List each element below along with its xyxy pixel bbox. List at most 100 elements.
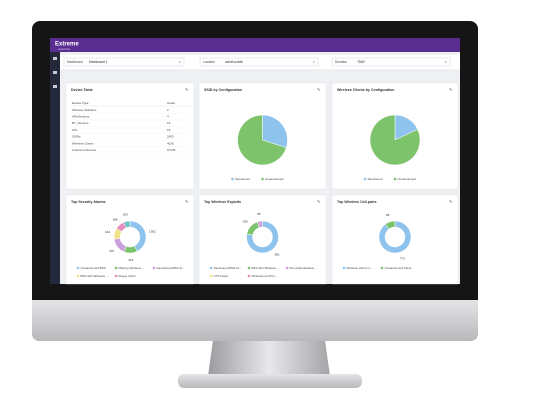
table-cell: Wireless Clients xyxy=(72,141,94,145)
slice-label: 200 xyxy=(123,212,128,216)
legend-swatch xyxy=(114,266,118,270)
slice-label: 58 xyxy=(257,212,261,216)
legend-swatch xyxy=(380,266,384,270)
slice-label: 190 xyxy=(243,220,248,224)
legend-swatch xyxy=(209,266,213,270)
panel xyxy=(65,82,195,190)
legend-label: Unsanctioned xyxy=(265,177,284,181)
dropdown-caret: ▾ xyxy=(445,60,447,64)
legend-swatch xyxy=(393,177,397,181)
filter-label: Location xyxy=(203,60,215,64)
legend-swatch xyxy=(342,266,346,270)
dropdown-caret: ▾ xyxy=(179,60,181,64)
legend-swatch xyxy=(76,274,80,278)
chart-slice xyxy=(123,220,131,229)
table-cell: APs/Sensors xyxy=(72,114,90,118)
legend-swatch xyxy=(261,177,264,181)
filter-dropdown[interactable] xyxy=(199,57,319,67)
legend-label: Sanctioned xyxy=(368,177,383,181)
legend-swatch xyxy=(247,274,251,278)
sidebar-icon xyxy=(53,85,57,88)
chart-slice xyxy=(237,114,287,166)
table-cell: 4 xyxy=(167,114,169,118)
legend-label: Sanctioned BSS wi... xyxy=(214,266,242,270)
legend-swatch xyxy=(363,177,367,181)
legend-label: Unsanctioned Client xyxy=(385,266,412,270)
legend-label: BSS with Wireless ... xyxy=(81,274,109,278)
legend-swatch xyxy=(247,266,251,270)
panel-title: Top Wireless Cell-pairs xyxy=(337,200,376,204)
slice-label: 89 xyxy=(386,213,390,217)
legend-label: Wireless Client in... xyxy=(347,266,373,270)
slice-label: 773 xyxy=(400,257,405,261)
edit-icon[interactable]: ✎ xyxy=(449,199,452,204)
panel xyxy=(331,194,459,285)
table-cell: SSIDs xyxy=(72,135,81,139)
panel-title: Top Security Alarms xyxy=(71,200,106,204)
filter-dropdown[interactable] xyxy=(331,57,451,67)
stand-neck xyxy=(208,340,330,376)
dropdown-caret: ▾ xyxy=(313,60,315,64)
legend-swatch xyxy=(285,266,289,270)
table-cell: 16 xyxy=(167,121,171,125)
chart-slice xyxy=(384,220,396,230)
panel-title: Wireless Clients by Configuration xyxy=(337,88,394,92)
chart-slice xyxy=(257,220,263,228)
filter-dropdown[interactable] xyxy=(63,57,185,67)
sidebar-icon xyxy=(53,71,57,74)
legend-label: BSS with Wireless ... xyxy=(252,266,280,270)
legend-label: Windows and Pro... xyxy=(252,274,278,278)
chart-slice xyxy=(378,220,412,254)
slice-label: 507 xyxy=(109,249,114,253)
legend-label: CTS Flood xyxy=(214,274,229,278)
slice-label: 881 xyxy=(275,253,280,257)
table-cell: 2 xyxy=(167,108,169,112)
slice-label: 413 xyxy=(128,258,133,262)
legend-swatch xyxy=(231,177,234,181)
table-cell: 2453 xyxy=(167,135,174,139)
edit-icon[interactable]: ✎ xyxy=(449,87,452,92)
edit-icon[interactable]: ✎ xyxy=(317,199,320,204)
panel xyxy=(65,194,195,285)
panel-title: SSID by Configuration xyxy=(204,88,242,92)
table-cell: APs xyxy=(72,128,78,132)
table-header: Count xyxy=(167,101,175,105)
top-bar xyxy=(50,38,460,52)
monitor-chin xyxy=(32,300,478,341)
panel-title: Device Table xyxy=(71,88,93,92)
sub-brand: networks xyxy=(58,47,71,51)
filter-label: Dashboard xyxy=(67,60,83,64)
legend-swatch xyxy=(76,266,80,270)
table-cell: Unknown Devices xyxy=(72,148,97,152)
legend-label: Missing Wireless ... xyxy=(119,266,145,270)
legend-swatch xyxy=(152,266,156,270)
filter-label: Duration xyxy=(335,60,347,64)
sidebar xyxy=(50,52,60,284)
chart-slice xyxy=(262,114,288,149)
legend-label: Unsanctioned BSS xyxy=(81,266,106,270)
sidebar-icon xyxy=(53,57,57,60)
edit-icon[interactable]: ✎ xyxy=(185,87,188,92)
filter-value: Dashboard 1 xyxy=(89,60,107,64)
edit-icon[interactable]: ✎ xyxy=(317,87,320,92)
slice-label: 1302 xyxy=(149,230,156,234)
legend-label: Rogue Client xyxy=(119,274,137,278)
legend-swatch xyxy=(209,274,213,278)
legend-label: Sanctioned BSS wi... xyxy=(157,266,185,270)
legend-label: Pre-Authentication... xyxy=(290,266,317,270)
panel-title: Top Wireless Exploits xyxy=(204,200,241,204)
slice-label: 344 xyxy=(105,230,110,234)
legend-swatch xyxy=(114,274,118,278)
filter-value: ucloth ucloth xyxy=(225,60,243,64)
chart-slice xyxy=(246,220,279,254)
slice-label: 286 xyxy=(113,217,118,221)
table-header: Device Type xyxy=(72,101,89,105)
table-cell: Wireless Switches xyxy=(72,108,97,112)
stand-base xyxy=(178,374,362,388)
table-cell: 97345 xyxy=(167,148,176,152)
panel xyxy=(198,194,327,285)
edit-icon[interactable]: ✎ xyxy=(185,199,188,204)
table-cell: 15 xyxy=(167,128,171,132)
